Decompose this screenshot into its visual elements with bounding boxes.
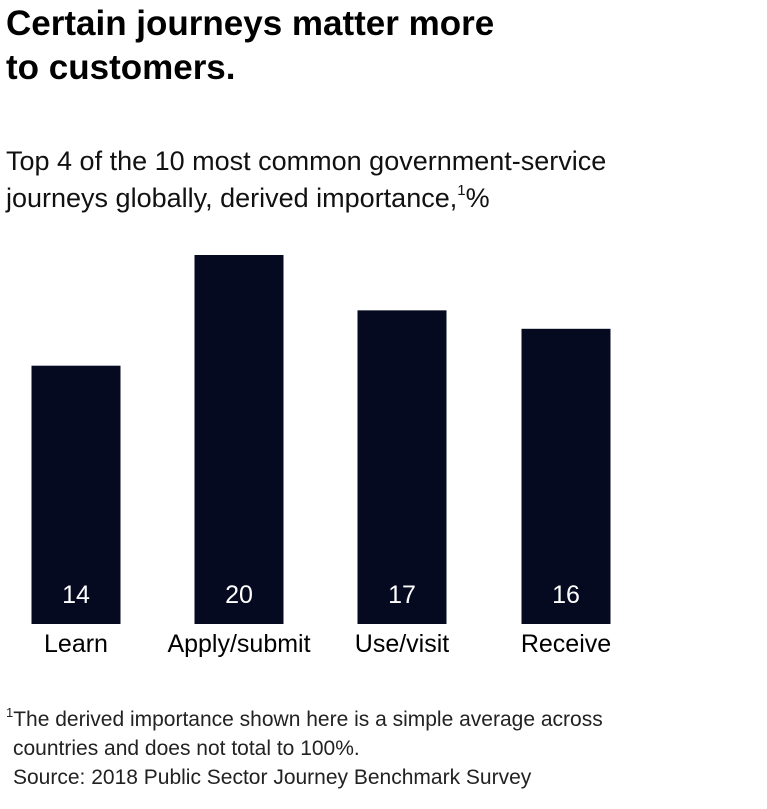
chart-subtitle-line-2-text: journeys globally, derived importance, (6, 183, 458, 213)
chart-subtitle-line-2: journeys globally, derived importance,1% (6, 180, 751, 217)
bar-apply-submit (194, 255, 284, 624)
footnote-line-2: countries and does not total to 100%. (13, 737, 360, 760)
bar-receive (521, 328, 611, 624)
category-label: Use/visit (355, 630, 450, 658)
category-label: Apply/submit (167, 630, 310, 658)
unit-percent: % (465, 183, 490, 213)
chart-subtitle: Top 4 of the 10 most common government-s… (6, 143, 751, 217)
bar-learn (31, 365, 121, 624)
bars-group: 14 Learn 20 Apply/submit 17 Use/visit 16 Receiv… (31, 255, 611, 658)
chart-title-line-2: to customers. (6, 48, 236, 87)
chart-subtitle-line-1: Top 4 of the 10 most common government-s… (6, 146, 607, 176)
bar-chart: 14 Learn 20 Apply/submit 17 Use/visit 16 Receiv… (31, 255, 611, 658)
bar-value-label: 20 (225, 581, 253, 609)
source-note: Source: 2018 Public Sector Journey Bench… (13, 766, 532, 789)
bar-use-visit (357, 310, 447, 624)
bar-value-label: 17 (388, 581, 416, 609)
footnote-number: 1 (6, 705, 14, 720)
category-label: Learn (44, 630, 108, 658)
chart-title: Certain journeys matter more to customer… (6, 2, 746, 90)
chart-title-line-1: Certain journeys matter more (6, 4, 495, 43)
footnote: 1The derived importance shown here is a … (6, 705, 756, 792)
bar-value-label: 14 (62, 581, 90, 609)
footnote-marker: 1 (457, 182, 466, 199)
category-label: Receive (521, 630, 611, 658)
bar-value-label: 16 (552, 581, 580, 609)
footnote-text-1: The derived importance shown here is a s… (13, 708, 603, 731)
footnote-line-1: 1The derived importance shown here is a … (6, 705, 756, 734)
